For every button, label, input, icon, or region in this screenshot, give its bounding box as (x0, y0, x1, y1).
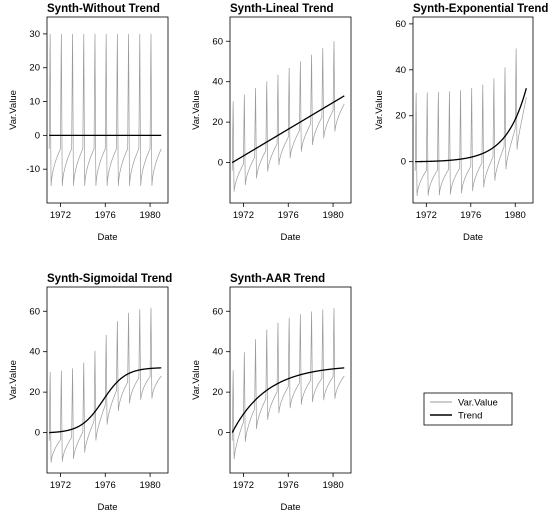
y-axis-label: Var.Value (8, 90, 19, 130)
panel-synth-exponential-trend: Synth-Exponential Trend 0 20 40 60 1972 1976 19… (374, 3, 548, 243)
chart-title: Synth-AAR Trend (230, 273, 325, 285)
x-tick-label: 1976 (460, 210, 481, 221)
y-tick-label: 0 (401, 157, 406, 168)
chart-title: Synth-Exponential Trend (413, 3, 548, 15)
plot-frame (46, 286, 169, 474)
plot-frame (229, 286, 352, 474)
y-tick-label: 40 (395, 65, 406, 76)
y-tick-label: 60 (29, 306, 40, 317)
x-tick-label: 1976 (95, 210, 116, 221)
legend-label-var-value: Var.Value (458, 398, 498, 409)
series-var-value-line (231, 308, 345, 460)
x-axis-label: Date (97, 502, 117, 513)
y-tick-label: 60 (395, 19, 406, 30)
panel-synth-lineal-trend: Synth-Lineal Trend 0 20 40 60 1972 1976 1980 Dat… (191, 3, 352, 243)
x-axis-label: Date (97, 232, 117, 243)
y-tick-label: 0 (218, 158, 223, 169)
y-tick-label: -10 (26, 164, 40, 175)
x-axis-label: Date (463, 232, 483, 243)
y-axis-label: Var.Value (191, 90, 202, 130)
x-tick-label: 1980 (505, 210, 526, 221)
x-tick-label: 1972 (416, 210, 437, 221)
series-var-value-line (48, 307, 162, 463)
x-tick-label: 1976 (278, 480, 299, 491)
series-trend-line (415, 88, 527, 163)
series-var-value-line (414, 48, 527, 196)
y-axis-label: Var.Value (8, 360, 19, 400)
legend-box (423, 392, 513, 426)
legend: Var.Value Trend (423, 392, 513, 426)
y-tick-label: 40 (212, 347, 223, 358)
y-tick-label: 0 (218, 428, 223, 439)
y-tick-label: 20 (29, 63, 40, 74)
y-tick-label: 0 (35, 130, 40, 141)
x-tick-label: 1980 (140, 210, 161, 221)
y-tick-label: 20 (395, 111, 406, 122)
y-tick-label: 30 (29, 29, 40, 40)
y-tick-label: 20 (29, 387, 40, 398)
panel-synth-aar-trend: Synth-AAR Trend 0 20 40 60 1972 1976 1980 Date Va… (191, 273, 352, 513)
plot-frame (46, 16, 169, 204)
series-trend-line (231, 367, 345, 433)
x-tick-label: 1972 (233, 480, 254, 491)
panel-synth-sigmoidal-trend: Synth-Sigmoidal Trend 0 20 40 60 1972 1976 1980… (8, 273, 172, 513)
series-trend-line (49, 367, 162, 434)
y-tick-label: 20 (212, 387, 223, 398)
y-tick-label: 10 (29, 97, 40, 108)
plot-frame (412, 16, 534, 204)
y-tick-label: 60 (212, 306, 223, 317)
y-tick-label: 20 (212, 117, 223, 128)
panels: Synth-Without Trend -10 0 10 20 30 1972 1976 198… (8, 3, 548, 513)
y-tick-label: 40 (212, 77, 223, 88)
y-axis-label: Var.Value (191, 360, 202, 400)
x-tick-label: 1972 (50, 480, 71, 491)
x-tick-label: 1980 (323, 210, 344, 221)
panel-synth-without-trend: Synth-Without Trend -10 0 10 20 30 1972 1976 198… (8, 3, 169, 243)
chart-title: Synth-Sigmoidal Trend (47, 273, 172, 285)
y-tick-label: 60 (212, 36, 223, 47)
x-tick-label: 1980 (323, 480, 344, 491)
plot-frame (229, 16, 352, 204)
x-tick-label: 1976 (278, 210, 299, 221)
y-tick-label: 0 (35, 428, 40, 439)
y-axis-label: Var.Value (374, 90, 385, 130)
series-trend-line (231, 95, 345, 164)
series-var-value-line (231, 41, 345, 192)
y-tick-label: 40 (29, 347, 40, 358)
x-tick-label: 1972 (50, 210, 71, 221)
chart-title: Synth-Without Trend (47, 3, 160, 15)
legend-label-trend: Trend (458, 411, 482, 422)
x-axis-label: Date (280, 502, 300, 513)
series-var-value-line (48, 33, 162, 186)
x-axis-label: Date (280, 232, 300, 243)
x-tick-label: 1972 (233, 210, 254, 221)
chart-title: Synth-Lineal Trend (230, 3, 334, 15)
x-tick-label: 1980 (140, 480, 161, 491)
x-tick-label: 1976 (95, 480, 116, 491)
